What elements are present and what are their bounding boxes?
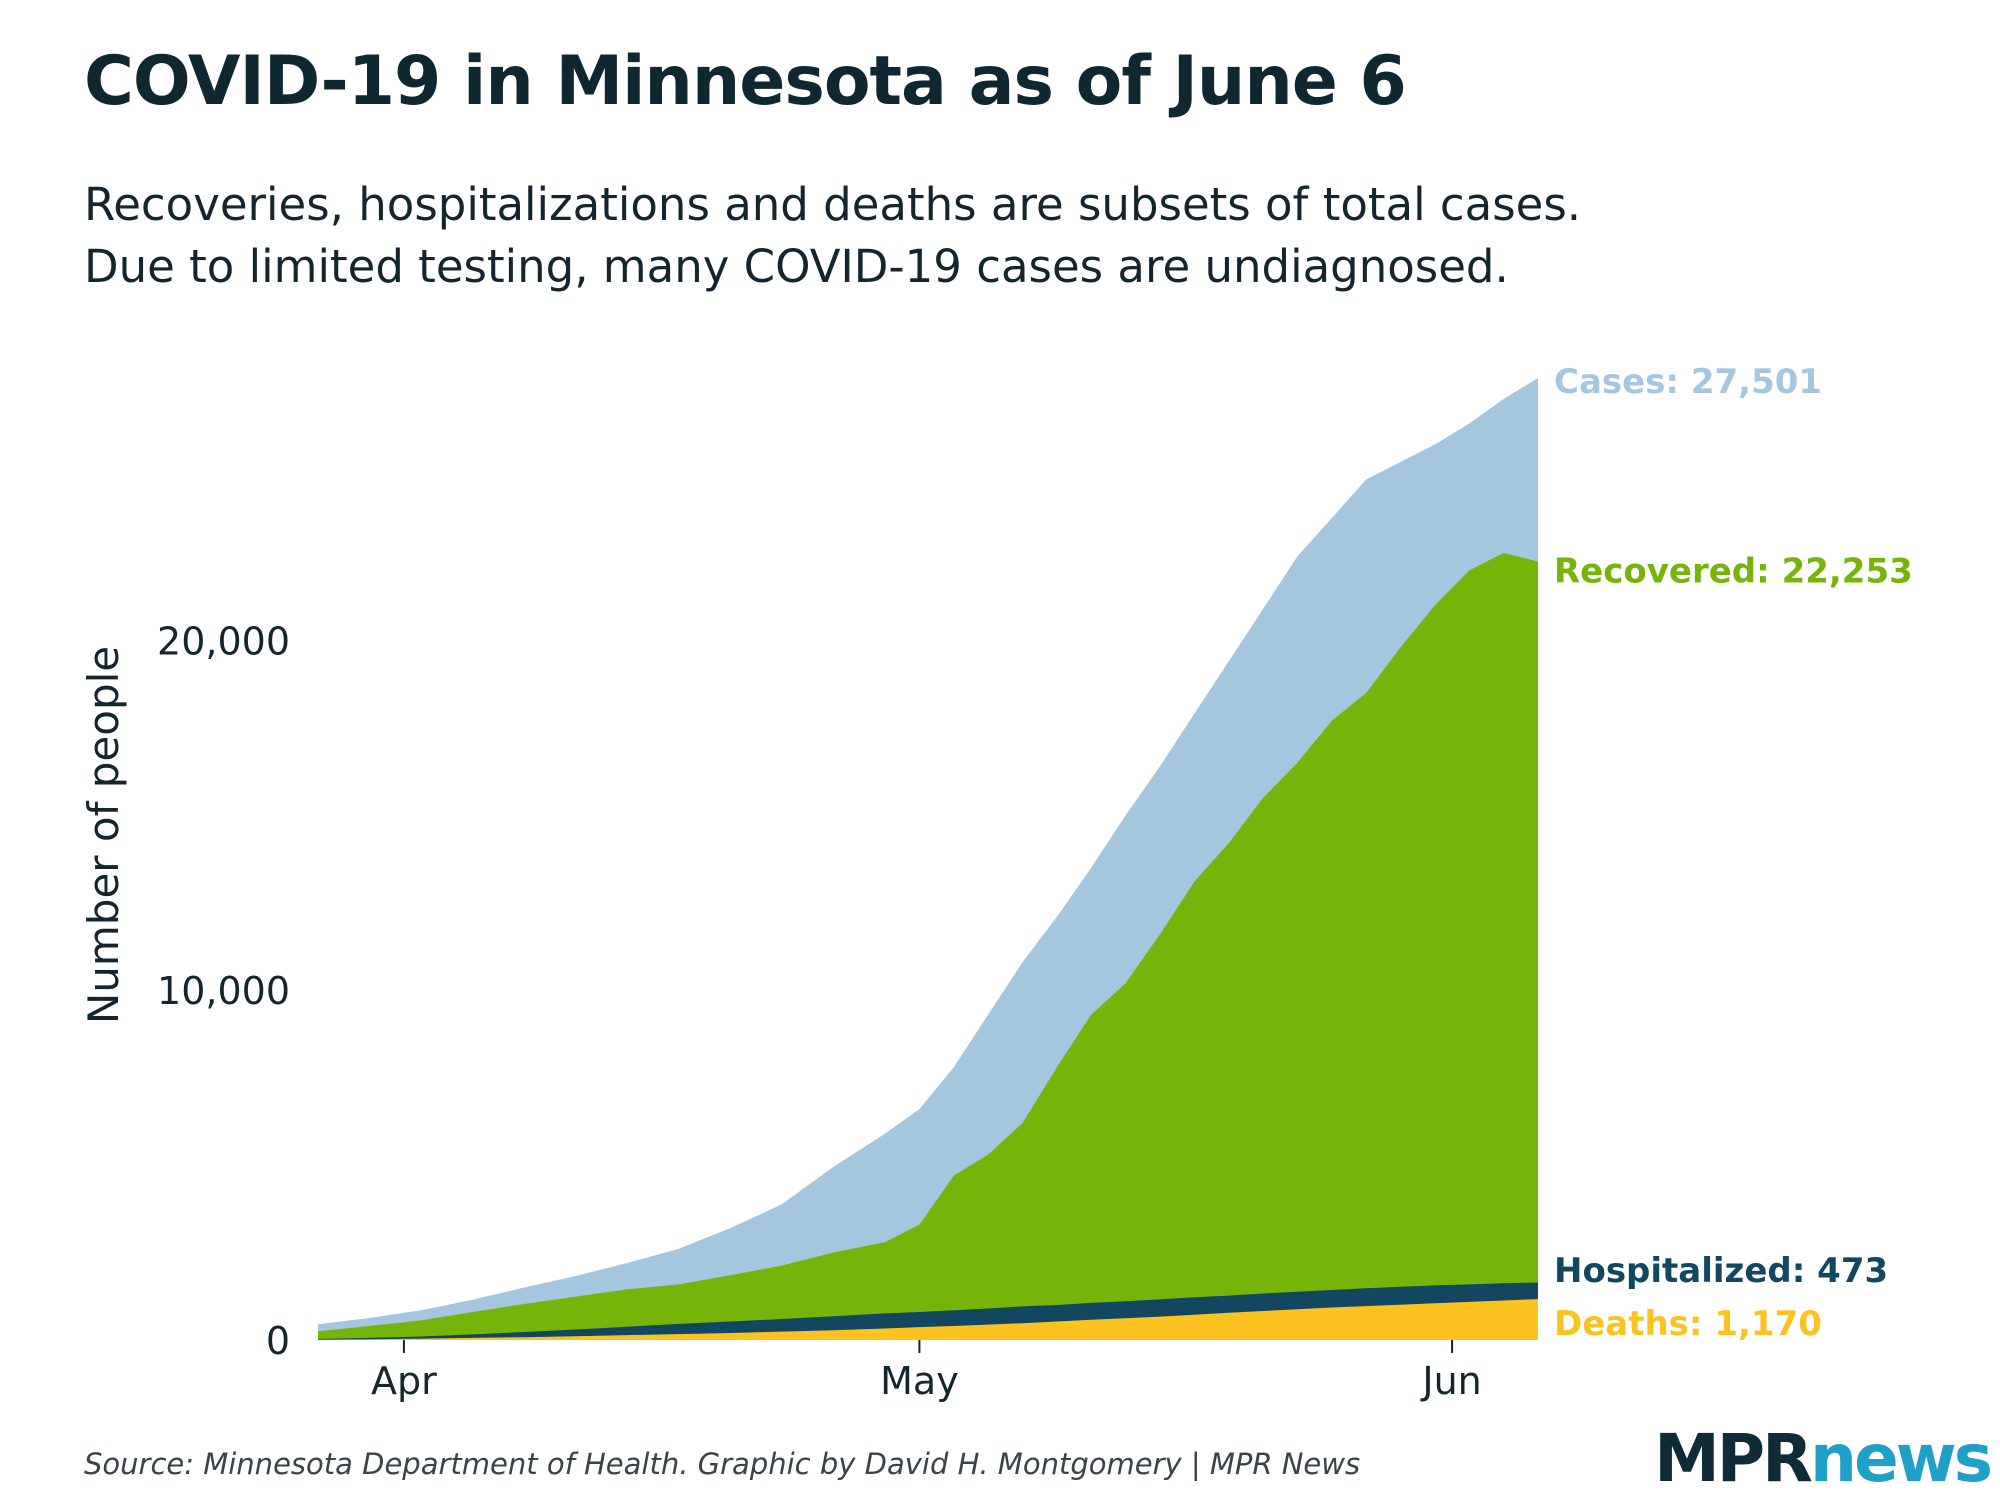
y-tick-label: 10,000: [157, 969, 290, 1013]
series-label-deaths: Deaths: 1,170: [1554, 1304, 1822, 1344]
series-label-cases: Cases: 27,501: [1554, 362, 1822, 402]
area-recovered: [318, 552, 1538, 1340]
chart-title: COVID-19 in Minnesota as of June 6: [84, 42, 1407, 121]
x-tick-label: Apr: [371, 1359, 437, 1403]
source-note: Source: Minnesota Department of Health. …: [84, 1447, 1361, 1481]
logo-news: news: [1809, 1420, 1993, 1497]
y-axis-label: Number of people: [79, 646, 128, 1024]
chart-subtitle-line-2: Due to limited testing, many COVID-19 ca…: [84, 240, 1509, 293]
x-tick-label: May: [880, 1359, 959, 1403]
mpr-news-logo: MPRnews: [1654, 1420, 1993, 1497]
y-tick-label: 0: [266, 1319, 290, 1363]
logo-mpr: MPR: [1654, 1420, 1813, 1497]
series-label-hospitalized: Hospitalized: 473: [1554, 1251, 1888, 1291]
y-tick-label: 20,000: [157, 619, 290, 663]
x-tick-label: Jun: [1420, 1359, 1481, 1403]
series-label-recovered: Recovered: 22,253: [1554, 552, 1913, 592]
area-deaths: [318, 1299, 1538, 1340]
chart-subtitle-line-1: Recoveries, hospitalizations and deaths …: [84, 178, 1582, 231]
